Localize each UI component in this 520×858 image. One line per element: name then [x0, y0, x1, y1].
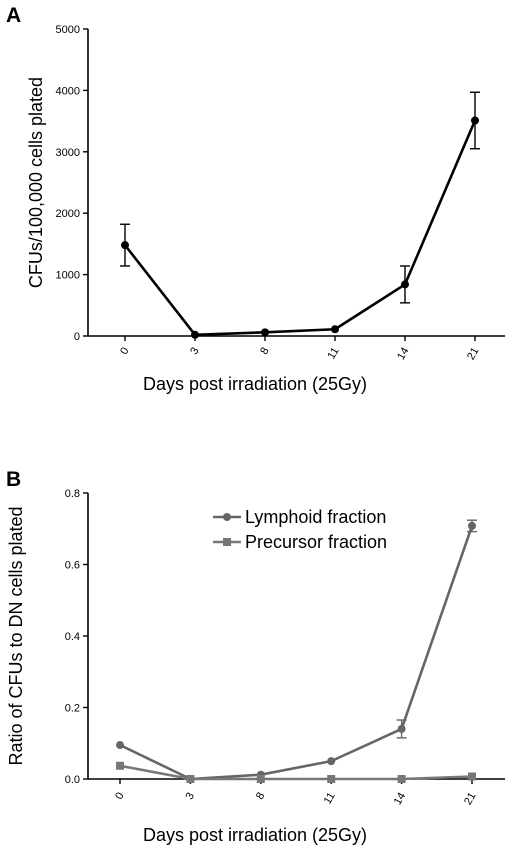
panel-a-data-point: [121, 241, 129, 250]
panel-b-data-point: [468, 521, 476, 530]
panel-a-y-tick-label: 4000: [56, 85, 80, 97]
panel-b-y-tick-label: 0.8: [65, 488, 80, 500]
panel-b-label: B: [6, 468, 21, 491]
panel-b-x-tick-label: 0: [113, 791, 126, 802]
panel-b-y-tick-label: 0.4: [65, 631, 80, 643]
panel-a-data-point: [331, 325, 339, 334]
panel-a-y-tick-label: 2000: [56, 208, 80, 220]
panel-a-label: A: [6, 4, 21, 27]
panel-b-series-line: [119, 525, 474, 781]
panel-a-data-point: [191, 330, 199, 339]
panel-b-x-tick-label: 21: [462, 791, 479, 808]
panel-b-y-tick-label: 0.0: [65, 774, 80, 786]
panel-b-data-point: [327, 775, 336, 783]
panel-b-x-tick-label: 11: [322, 791, 338, 807]
panel-b-data-point: [186, 775, 195, 783]
panel-b-y-tick-label: 0.6: [65, 560, 80, 572]
panel-b-legend-marker: [223, 513, 231, 521]
panel-b-data-point: [397, 724, 406, 733]
panel-b-data-point: [116, 741, 124, 750]
panel-a-x-tick-label: 8: [258, 346, 271, 357]
panel-a-data-point: [471, 116, 479, 125]
panel-b-series-line: [119, 764, 473, 781]
panel-a-data-point: [401, 280, 409, 289]
panel-b-x-tick-label: 3: [184, 791, 197, 802]
panel-a-x-tick-label: 11: [325, 346, 341, 362]
panel-b-legend-label: Precursor fraction: [245, 532, 387, 552]
panel-b-data-point: [116, 761, 124, 770]
panel-a-x-tick-label: 0: [118, 346, 131, 357]
panel-b-data-point: [327, 757, 336, 766]
panel-a-x-tick-label: 3: [188, 346, 201, 357]
panel-b-y-axis-title: Ratio of CFUs to DN cells plated: [6, 506, 26, 765]
panel-a-y-tick-label: 1000: [56, 270, 80, 282]
panel-b-x-axis-title: Days post irradiation (25Gy): [143, 825, 367, 845]
panel-a-x-tick-label: 14: [395, 346, 412, 363]
panel-b-data-point: [468, 772, 476, 781]
panel-b-y-tick-label: 0.2: [65, 703, 80, 715]
panel-b-data-point: [256, 775, 265, 783]
panel-b-x-tick-label: 8: [254, 791, 267, 802]
panel-b-legend-label: Lymphoid fraction: [245, 507, 386, 527]
panel-a-data-point: [261, 328, 269, 337]
panel-b-legend-marker: [223, 538, 231, 546]
panel-a-y-tick-label: 3000: [56, 147, 80, 159]
panel-a-x-axis-title: Days post irradiation (25Gy): [143, 374, 367, 394]
panel-b-x-tick-label: 14: [392, 791, 409, 808]
panel-a-x-tick-label: 21: [465, 346, 482, 363]
panel-b-data-point: [397, 775, 406, 783]
panel-a-y-axis-title: CFUs/100,000 cells plated: [26, 77, 46, 288]
panel-a-y-tick-label: 5000: [56, 24, 80, 36]
panel-a-series-line: [123, 119, 477, 337]
panel-a-y-tick-label: 0: [74, 331, 80, 343]
